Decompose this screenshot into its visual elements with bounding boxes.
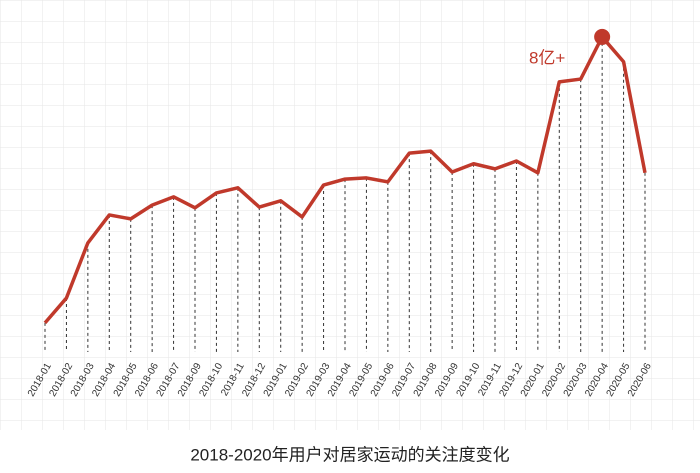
peak-marker: [594, 28, 611, 45]
line: [43, 35, 647, 324]
chart-title: 2018-2020年用户对居家运动的关注度变化: [190, 445, 509, 464]
value-label: 8亿+: [529, 48, 565, 67]
